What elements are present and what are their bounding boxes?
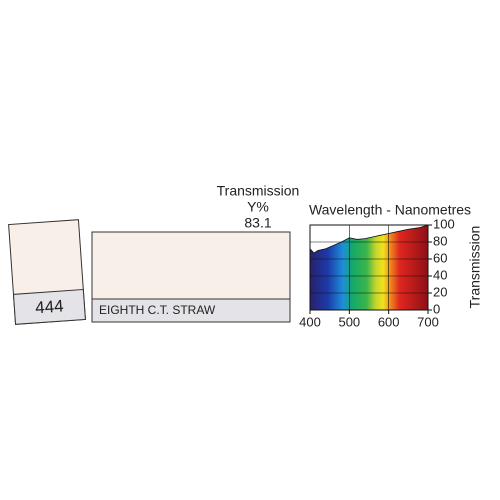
filter-label-area [91, 298, 291, 323]
swatch-label-area [12, 288, 86, 325]
transmission-label: Transmission [217, 183, 300, 199]
plot: 0 20 40 60 80 100 400 500 600 700 [299, 216, 455, 329]
swatch-number: 444 [35, 296, 65, 317]
x-tick-label: 400 [299, 314, 321, 329]
transmission-unit: Y% [247, 199, 269, 215]
spectrum-area [310, 225, 428, 310]
x-tick-label: 600 [378, 314, 400, 329]
y-tick-label: 40 [433, 267, 447, 282]
y-tick-label: 60 [433, 250, 447, 265]
transmission-curve [309, 224, 429, 254]
y-tick-label: 0 [433, 301, 440, 316]
chart-title: Wavelength - Nanometres [309, 202, 471, 218]
y-tick-label: 80 [433, 233, 447, 248]
x-tick-label: 500 [338, 314, 360, 329]
x-tick-label: 700 [417, 314, 439, 329]
y-axis-label: Transmission [467, 226, 483, 309]
swatch-card: 444 [8, 219, 86, 325]
y-tick-label: 100 [433, 216, 455, 231]
y-tick-label: 20 [433, 284, 447, 299]
transmission-value: 83.1 [244, 215, 271, 231]
filter-name: EIGHTH C.T. STRAW [99, 303, 216, 317]
plot-frame [309, 224, 429, 311]
